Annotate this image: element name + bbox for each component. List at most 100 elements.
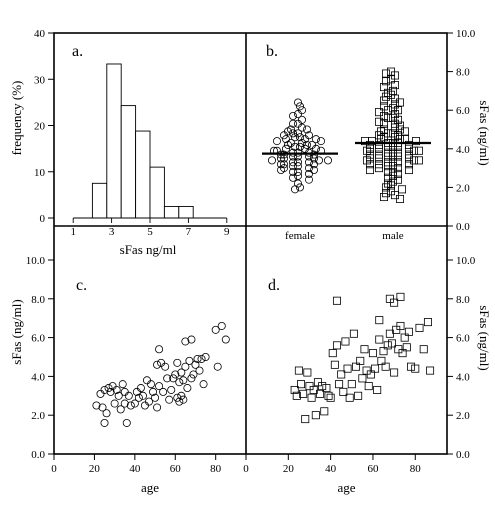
data-point <box>114 391 123 400</box>
female-point <box>279 131 288 140</box>
data-point <box>290 385 299 394</box>
y-tick-label: 0.0 <box>456 449 470 461</box>
female-point <box>307 140 316 149</box>
data-point <box>181 362 190 371</box>
female-point <box>295 133 304 142</box>
y-tick-label: 10 <box>34 167 46 179</box>
male-point <box>383 162 392 171</box>
data-point <box>398 349 407 358</box>
female-point <box>309 160 318 169</box>
data-point <box>217 321 226 330</box>
male-point <box>365 160 374 169</box>
y-tick-label: 8.0 <box>456 67 470 79</box>
panel-label: a. <box>72 43 83 60</box>
female-point <box>293 98 302 107</box>
y-tick-label: 30 <box>34 74 46 86</box>
female-point <box>314 156 323 165</box>
male-point <box>414 156 423 165</box>
x-tick-label: 80 <box>210 463 222 475</box>
panel-label: d. <box>268 277 280 294</box>
data-point <box>335 380 344 389</box>
data-point <box>375 335 384 344</box>
data-point <box>163 374 172 383</box>
data-point <box>96 389 105 398</box>
female-point <box>295 142 304 151</box>
data-point <box>173 393 182 402</box>
y-tick-label: 0.0 <box>31 449 45 461</box>
y-tick-label: 2.0 <box>456 182 470 194</box>
data-point <box>195 366 204 375</box>
data-point <box>341 337 350 346</box>
histogram-bar <box>135 130 151 219</box>
male-point <box>404 144 413 153</box>
data-point <box>373 385 382 394</box>
data-point <box>318 382 327 391</box>
female-point <box>293 158 302 167</box>
data-point <box>381 362 390 371</box>
x-tick-label: 3 <box>109 226 115 238</box>
data-point <box>396 292 405 301</box>
data-point <box>126 401 135 410</box>
x-tick-label: 0 <box>243 463 249 475</box>
data-point <box>301 415 310 424</box>
data-point <box>179 395 188 404</box>
data-point <box>171 370 180 379</box>
data-point <box>358 374 367 383</box>
male-point <box>395 194 404 203</box>
x-tick-label: 80 <box>410 463 422 475</box>
female-point <box>288 162 297 171</box>
histogram-bar <box>178 205 194 219</box>
male-point <box>395 98 404 107</box>
male-point <box>388 162 397 171</box>
male-point <box>379 96 388 105</box>
male-point <box>374 144 383 153</box>
female-point <box>267 156 276 165</box>
data-point <box>169 374 178 383</box>
data-point <box>402 343 411 352</box>
data-point <box>316 389 325 398</box>
female-point <box>288 167 297 176</box>
male-point <box>404 166 413 175</box>
data-point <box>100 418 109 427</box>
female-point <box>311 135 320 144</box>
data-point <box>307 393 316 402</box>
data-point <box>149 387 158 396</box>
data-point <box>124 391 133 400</box>
female-point <box>309 154 318 163</box>
female-point <box>295 183 304 192</box>
data-point <box>175 397 184 406</box>
y-tick-label: 6.0 <box>456 333 470 345</box>
data-point <box>157 358 166 367</box>
male-point <box>381 77 390 86</box>
data-point <box>419 345 428 354</box>
y-axis-label: sFas (ng/ml) <box>477 305 492 370</box>
data-point <box>297 380 306 389</box>
figure-frame <box>53 32 448 455</box>
data-point <box>181 337 190 346</box>
female-point <box>304 169 313 178</box>
female-point <box>304 175 313 184</box>
data-point <box>140 401 149 410</box>
data-point <box>339 387 348 396</box>
histogram-bar <box>120 105 137 219</box>
data-point <box>311 411 320 420</box>
data-point <box>177 368 186 377</box>
data-point <box>187 374 196 383</box>
data-point <box>379 347 388 356</box>
data-point <box>120 399 129 408</box>
data-point <box>159 387 168 396</box>
data-point <box>189 370 198 379</box>
female-point <box>272 137 281 146</box>
x-tick-label: 60 <box>170 463 182 475</box>
male-point <box>390 133 399 142</box>
data-point <box>368 349 377 358</box>
male-point <box>390 123 399 132</box>
category-label: male <box>382 230 403 242</box>
panel-a-histogram: 1 3 5 7 9 0 10 20 30 40 sFas ng/ml frequency (%) a. <box>9 28 230 257</box>
data-point <box>179 376 188 385</box>
panel-label: b. <box>266 43 278 60</box>
female-point <box>290 185 299 194</box>
data-point <box>185 356 194 365</box>
female-point <box>293 162 302 171</box>
